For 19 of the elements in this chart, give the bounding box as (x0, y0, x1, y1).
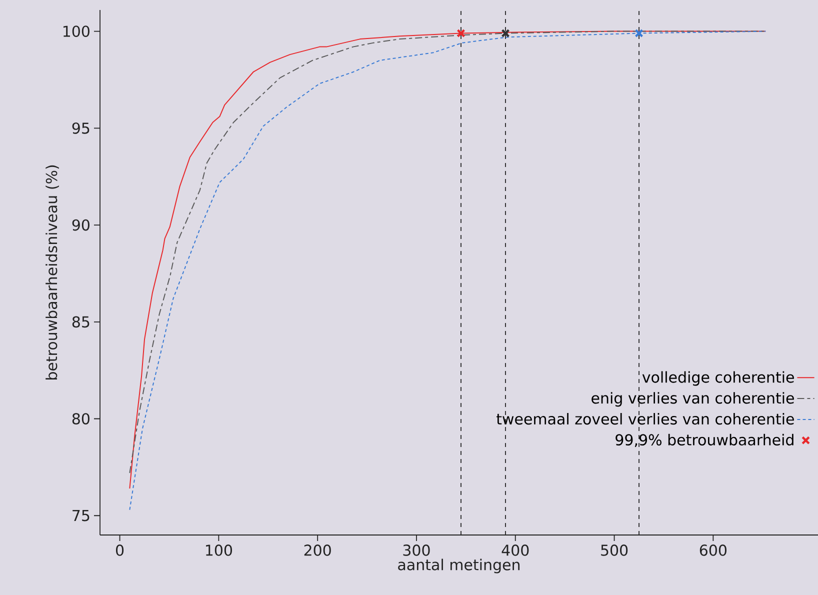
x-tick-label: 0 (116, 544, 124, 556)
y-tick-label: 95 (72, 122, 90, 134)
x-tick-label: 200 (304, 544, 331, 556)
x-tick-label: 400 (502, 544, 529, 556)
x-tick-label: 600 (700, 544, 726, 556)
x-tick-label: 500 (601, 544, 628, 556)
y-tick-label: 80 (72, 413, 90, 424)
y-tick-label: 90 (72, 219, 90, 231)
legend-label: volledige coherentie (642, 371, 794, 386)
x-axis-title: aantal metingen (398, 558, 520, 574)
x-tick-label: 100 (206, 544, 232, 556)
y-axis-title: betrouwbaarheidsniveau (%) (46, 165, 59, 380)
y-tick-label: 100 (63, 26, 90, 37)
y-tick-label: 75 (72, 510, 90, 522)
y-tick-label: 85 (72, 316, 90, 328)
legend-label: tweemaal zoveel verlies van coherentie (496, 413, 794, 425)
legend-label: 99,9% betrouwbaarheid (616, 434, 794, 448)
x-tick-label: 300 (403, 544, 430, 556)
legend-label: enig verlies van coherentie (592, 392, 794, 407)
